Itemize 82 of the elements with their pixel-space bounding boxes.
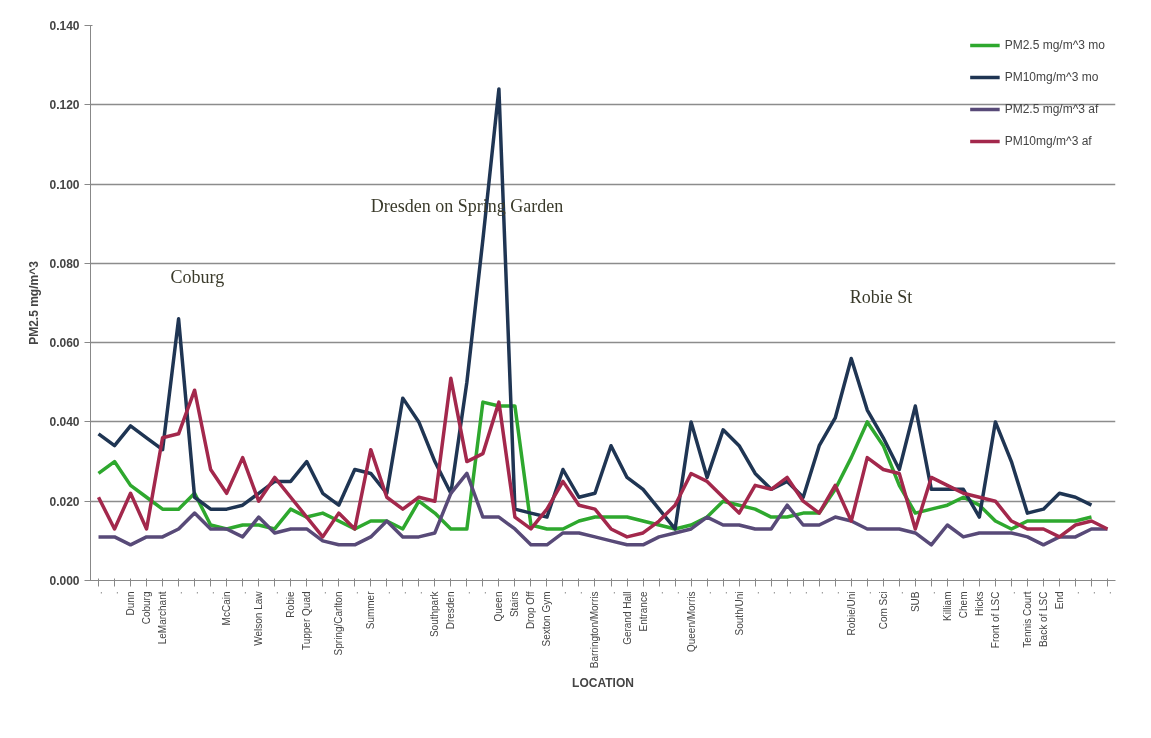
y-tick-label: 0.080 [49, 256, 80, 271]
x-tick-label: Drop Off [525, 591, 537, 630]
x-tick-label: . [173, 591, 185, 595]
x-tick-label: . [925, 591, 937, 595]
x-tick-label: . [861, 591, 873, 595]
x-tick-label: . [397, 591, 409, 595]
x-tick-label: SUB [909, 591, 921, 613]
x-tick-label: . [413, 591, 425, 595]
x-tick-label: Chem [957, 591, 969, 619]
x-tick-label: . [653, 591, 665, 595]
x-tick-label: . [749, 591, 761, 595]
legend-label: PM10mg/m^3 af [1004, 134, 1092, 148]
x-tick-label: . [93, 591, 105, 595]
x-tick-label: Stairs [509, 591, 521, 618]
x-tick-label: . [717, 591, 729, 595]
x-tick-label: . [477, 591, 489, 595]
x-tick-label: . [317, 591, 329, 595]
x-tick-label: . [237, 591, 249, 595]
x-tick-label: . [781, 591, 793, 595]
line-series [96, 471, 1110, 547]
x-tick-label: LeMarchant [157, 591, 169, 645]
x-tick-label: . [669, 591, 681, 595]
legend-label: PM2.5 mg/m^3 af [1004, 102, 1099, 116]
x-tick-label: Tupper Quad [301, 591, 313, 651]
x-tick-label: . [349, 591, 361, 595]
x-tick-label: . [1101, 591, 1113, 595]
x-tick-label: . [829, 591, 841, 595]
x-tick-label: . [813, 591, 825, 595]
x-tick-label: . [893, 591, 905, 595]
y-tick-label: 0.000 [49, 574, 80, 588]
x-tick-label: Gerand Hall [621, 591, 633, 645]
legend-label: PM10mg/m^3 mo [1004, 70, 1099, 84]
y-tick-label: 0.040 [49, 415, 80, 430]
y-tick-label: 0.140 [49, 19, 80, 33]
x-tick-label: Back of LSC [1037, 591, 1049, 648]
x-tick-label: . [109, 591, 121, 595]
annotation: Robie St [849, 286, 913, 307]
y-tick-label: 0.120 [49, 98, 80, 113]
x-tick-label: . [605, 591, 617, 595]
x-tick-label: Dunn [125, 591, 137, 616]
x-tick-label: Queen [493, 591, 505, 622]
x-tick-label: . [269, 591, 281, 595]
x-tick-label: Dresden [445, 591, 457, 630]
x-tick-label: Southpark [429, 590, 441, 638]
x-tick-label: Summer [365, 590, 377, 630]
x-tick-label: Robie/Uni [845, 591, 857, 636]
x-tick-label: End [1053, 591, 1065, 610]
x-tick-label: Coburg [141, 591, 153, 625]
line-series [96, 376, 1110, 539]
x-tick-label: . [1085, 591, 1097, 595]
x-tick-label: Sexton Gym [541, 591, 553, 647]
y-axis-title: PM2.5 mg/m^3 [27, 260, 42, 345]
x-tick-label: . [573, 591, 585, 595]
x-tick-label: Welson Law [253, 590, 265, 646]
x-tick-label: Queen/Morris [685, 591, 697, 653]
x-tick-label: Tennis Court [1021, 591, 1033, 648]
x-tick-label: . [1069, 591, 1081, 595]
x-tick-label: Com Sci [877, 591, 889, 630]
x-tick-label: . [557, 591, 569, 595]
y-tick-label: 0.020 [49, 494, 80, 509]
x-axis-title: LOCATION [572, 676, 634, 691]
y-tick-label: 0.100 [49, 177, 80, 192]
x-tick-label: . [461, 591, 473, 595]
x-tick-label: . [205, 591, 217, 595]
x-tick-label: South/Uni [733, 591, 745, 636]
annotation: Coburg [170, 267, 225, 288]
x-tick-label: Spring/Carlton [333, 591, 345, 656]
x-tick-label: . [765, 591, 777, 595]
y-tick-label: 0.060 [49, 336, 80, 351]
x-tick-label: . [381, 591, 393, 595]
x-tick-label: McCain [221, 591, 233, 626]
x-tick-label: Robie [285, 591, 297, 618]
x-tick-label: Barrington/Morris [589, 591, 601, 669]
x-tick-label: . [189, 591, 201, 595]
legend-label: PM2.5 mg/m^3 mo [1004, 38, 1105, 52]
x-tick-label: Front of LSC [989, 591, 1001, 649]
x-tick-label: Entrance [637, 591, 649, 632]
x-tick-label: . [1005, 591, 1017, 595]
x-tick-label: Killiam [941, 591, 953, 621]
x-tick-label: Hicks [973, 591, 985, 616]
x-tick-label: . [797, 591, 809, 595]
x-tick-label: . [701, 591, 713, 595]
